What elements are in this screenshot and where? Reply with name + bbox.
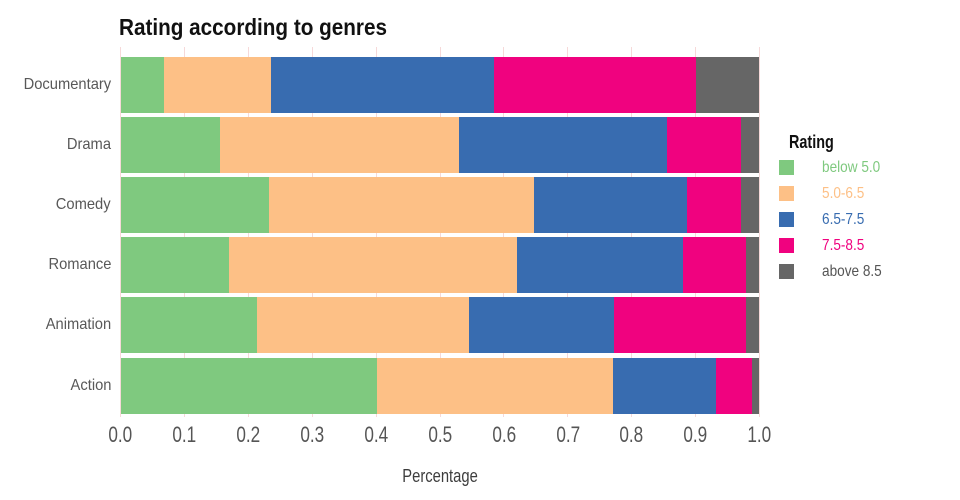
x-tick-label-text: 0.4 [364, 422, 389, 447]
bar-segment-action-above-8-5 [751, 357, 760, 414]
category-label-text: Comedy [56, 195, 111, 213]
x-tick-label-0.4: 0.4 [336, 422, 416, 448]
bar-segment-comedy-5-0-6-5 [269, 176, 534, 233]
x-tick-label-text: 0.1 [172, 422, 197, 447]
x-tick-label-text: 0.7 [555, 422, 580, 447]
bar-segment-comedy-7-5-8-5 [686, 176, 741, 233]
bar-segment-drama-5-0-6-5 [219, 116, 459, 173]
legend-label-5-0-6-5: 5.0-6.5 [822, 185, 872, 202]
category-label-animation: Animation [0, 297, 111, 353]
x-tick-label-1.0: 1.0 [720, 422, 800, 448]
chart-title: Rating according to genres [119, 13, 417, 41]
x-tick-label-0.0: 0.0 [81, 422, 161, 448]
bar-segment-drama-7-5-8-5 [666, 116, 741, 173]
bar-segment-romance-7-5-8-5 [683, 237, 747, 294]
legend-label-text: below 5.0 [822, 159, 881, 176]
bar-segment-documentary-7-5-8-5 [493, 56, 696, 113]
x-tick-label-0.1: 0.1 [144, 422, 224, 448]
x-tick-label-0.6: 0.6 [464, 422, 544, 448]
category-label-action: Action [0, 358, 111, 414]
x-tick-label-text: 0.2 [236, 422, 261, 447]
x-tick-label-0.8: 0.8 [592, 422, 672, 448]
x-axis-title-text: Percentage [402, 466, 478, 486]
x-tick-label-text: 0.3 [300, 422, 325, 447]
x-tick-label-text: 0.6 [491, 422, 516, 447]
legend-label-text: 6.5-7.5 [822, 211, 865, 228]
bar-segment-romance-6-5-7-5 [517, 237, 684, 294]
x-tick-label-0.9: 0.9 [656, 422, 736, 448]
legend-swatch-above-8-5 [779, 264, 794, 279]
bar-segment-comedy-6-5-7-5 [533, 176, 687, 233]
gridline [759, 47, 760, 417]
category-label-text: Documentary [23, 75, 111, 93]
category-label-text: Animation [45, 316, 111, 334]
bar-segment-animation-5-0-6-5 [257, 297, 469, 354]
category-label-documentary: Documentary [0, 57, 111, 113]
x-tick-label-text: 0.5 [428, 422, 452, 447]
bar-segment-drama-above-8-5 [740, 116, 760, 173]
x-tick-label-0.3: 0.3 [272, 422, 352, 448]
bar-segment-action-below-5-0 [120, 357, 377, 414]
bar-segment-animation-below-5-0 [120, 297, 258, 354]
x-tick-label-text: 0.8 [619, 422, 644, 447]
bar-segment-action-6-5-7-5 [613, 357, 717, 414]
bar-segment-romance-below-5-0 [120, 237, 230, 294]
category-label-text: Drama [66, 135, 111, 153]
bar-segment-documentary-6-5-7-5 [271, 56, 494, 113]
bar-segment-comedy-below-5-0 [120, 176, 270, 233]
bar-segment-drama-below-5-0 [120, 116, 220, 173]
legend-swatch-6-5-7-5 [779, 212, 794, 227]
bar-segment-animation-above-8-5 [746, 297, 760, 354]
bar-segment-romance-5-0-6-5 [229, 237, 518, 294]
category-label-drama: Drama [0, 117, 111, 173]
x-tick-label-0.7: 0.7 [528, 422, 608, 448]
x-tick-label-text: 0.0 [108, 422, 133, 447]
legend-title-text: Rating [789, 132, 834, 152]
bar-segment-documentary-above-8-5 [695, 56, 760, 113]
bar-segment-action-5-0-6-5 [376, 357, 614, 414]
legend-swatch-5-0-6-5 [779, 186, 794, 201]
legend: Rating below 5.0 5.0-6.5 6.5-7.5 7.5-8.5 abo… [779, 130, 959, 290]
x-tick-label-text: 0.9 [683, 422, 708, 447]
legend-item-below-5-0: below 5.0 [779, 159, 959, 176]
x-tick-label-0.5: 0.5 [400, 422, 480, 448]
x-tick-label-0.2: 0.2 [208, 422, 288, 448]
legend-item-5-0-6-5: 5.0-6.5 [779, 185, 959, 202]
legend-item-6-5-7-5: 6.5-7.5 [779, 211, 959, 228]
legend-swatch-below-5-0 [779, 160, 794, 175]
legend-label-below-5-0: below 5.0 [822, 159, 891, 176]
category-label-romance: Romance [0, 237, 111, 293]
legend-swatch-7-5-8-5 [779, 238, 794, 253]
bar-segment-animation-7-5-8-5 [613, 297, 747, 354]
bar-segment-action-7-5-8-5 [716, 357, 752, 414]
legend-label-text: 7.5-8.5 [822, 237, 865, 254]
legend-label-text: above 8.5 [822, 263, 882, 280]
bar-segment-documentary-below-5-0 [120, 56, 164, 113]
bar-segment-drama-6-5-7-5 [458, 116, 667, 173]
bar-segment-comedy-above-8-5 [740, 176, 760, 233]
legend-label-text: 5.0-6.5 [822, 185, 865, 202]
legend-item-7-5-8-5: 7.5-8.5 [779, 237, 959, 254]
category-label-comedy: Comedy [0, 177, 111, 233]
bar-segment-animation-6-5-7-5 [468, 297, 614, 354]
x-axis-title: Percentage [370, 466, 510, 487]
legend-label-above-8-5: above 8.5 [822, 263, 892, 280]
bar-segment-documentary-5-0-6-5 [163, 56, 272, 113]
legend-title: Rating [789, 132, 845, 153]
chart-title-text: Rating according to genres [119, 14, 387, 40]
legend-item-above-8-5: above 8.5 [779, 263, 959, 280]
category-label-text: Action [70, 376, 111, 394]
x-tick-label-text: 1.0 [747, 422, 772, 447]
legend-label-7-5-8-5: 7.5-8.5 [822, 237, 872, 254]
category-label-text: Romance [47, 256, 111, 274]
bar-segment-romance-above-8-5 [746, 237, 760, 294]
legend-label-6-5-7-5: 6.5-7.5 [822, 211, 872, 228]
